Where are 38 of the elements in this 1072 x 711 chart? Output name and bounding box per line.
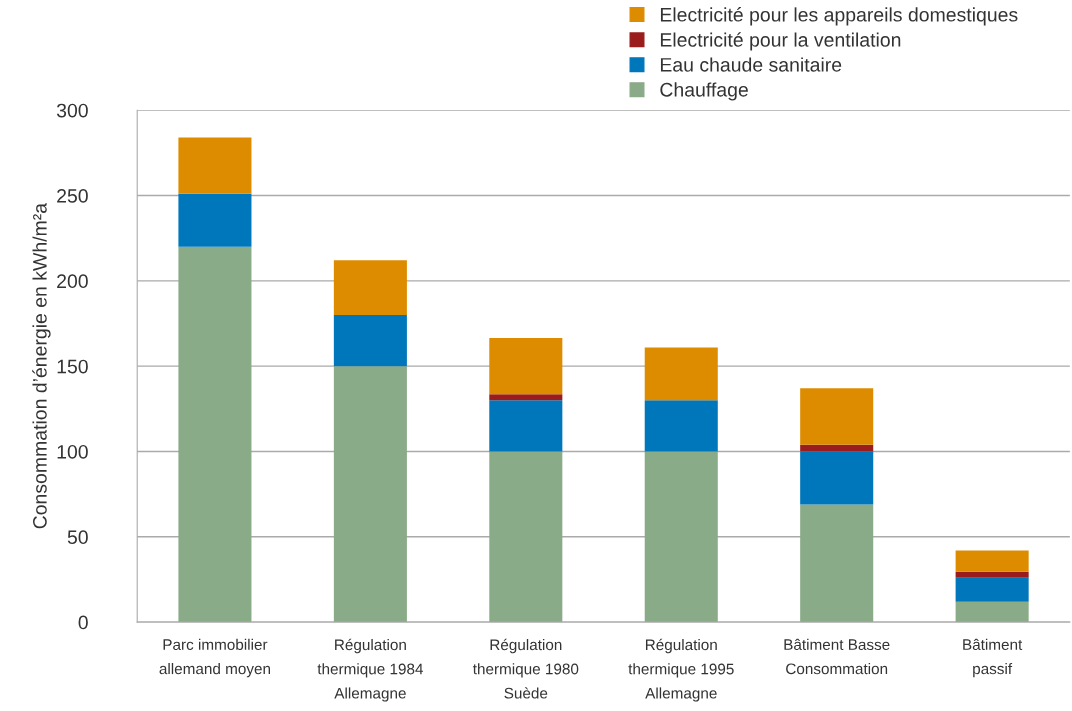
bar [955, 550, 1029, 572]
bar [800, 388, 874, 445]
y-tick-label: 200 [57, 274, 88, 289]
bar [644, 451, 718, 623]
y-tick-label: 300 [56, 103, 88, 118]
bar [489, 338, 563, 395]
y-tick-label: 0 [78, 615, 88, 630]
y-tick-label: 100 [57, 444, 88, 459]
bar [800, 451, 874, 505]
bar [955, 577, 1029, 602]
y-tick-label: 250 [57, 188, 88, 203]
legend-label: Electricité pour la ventilation [660, 32, 901, 51]
x-tick-label: Régulation thermique 1984 Allemagne [317, 638, 424, 702]
y-axis-title: Consommation d’énergie en kWh/m²a [32, 202, 51, 529]
y-tick-label: 50 [67, 530, 88, 545]
x-tick-label: Régulation thermique 1995 Allemagne [628, 638, 734, 702]
bar [800, 504, 874, 623]
bar [333, 314, 407, 367]
y-tick-label: 150 [57, 359, 88, 374]
legend-label: Electricité pour les appareils domestiques [660, 7, 1018, 26]
legend-label: Chauffage [660, 82, 748, 101]
bar [178, 193, 252, 247]
x-tick-label: Bâtiment passif [963, 638, 1023, 678]
x-tick-label: Régulation thermique 1980 Suède [472, 638, 579, 699]
bar [489, 451, 563, 623]
bar [178, 246, 252, 623]
x-tick-label: Bâtiment Basse Consommation [784, 638, 890, 675]
legend-label: Eau chaude sanitaire [660, 57, 842, 72]
bar [644, 400, 718, 452]
bar [955, 571, 1029, 578]
bar [489, 400, 563, 452]
bar [955, 601, 1029, 623]
x-tick-label: Parc immobilier allemand moyen [159, 638, 270, 678]
bar [178, 137, 252, 194]
bar [489, 394, 563, 401]
bar [644, 347, 718, 401]
bar [333, 366, 407, 623]
bar [333, 260, 407, 315]
